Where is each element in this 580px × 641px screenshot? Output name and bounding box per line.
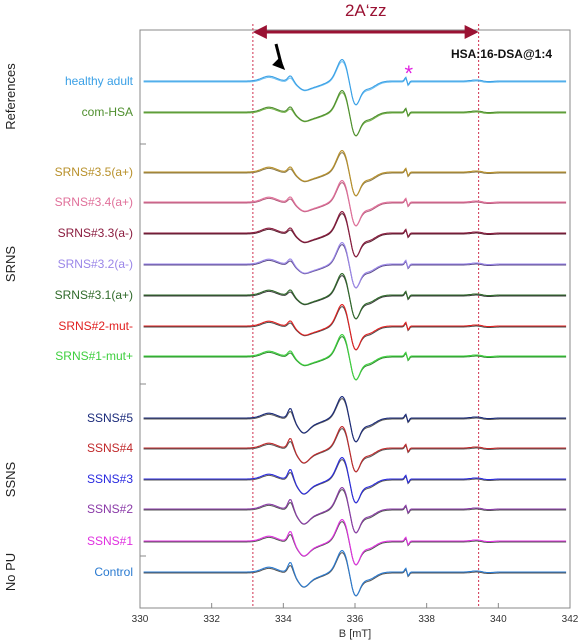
- group-label-srns: SRNS: [3, 246, 18, 282]
- trace-srns-3-4-a-reference: [143, 182, 567, 227]
- trace-srns-3-1-a: [143, 273, 567, 320]
- series-label-srns-3-4-a: SRNS#3.4(a+): [55, 195, 133, 209]
- x-axis-ticks: 330 332 334 336 338 340 342: [132, 603, 579, 625]
- trace-srns-2-mut: [143, 304, 567, 351]
- series-label-ssns-3: SSNS#3: [87, 472, 133, 486]
- trace-control-reference: [143, 552, 567, 597]
- series-label-ssns-2: SSNS#2: [87, 502, 133, 516]
- group-label-no-pu: No PU: [3, 553, 18, 591]
- series-label-com-hsa: com-HSA: [82, 105, 133, 119]
- x-tick-label: 336: [347, 614, 364, 625]
- trace-ssns-3-reference: [143, 459, 567, 504]
- trace-srns-3-1-a-reference: [143, 275, 567, 320]
- series-labels: healthy adult com-HSA SRNS#3.5(a+) SRNS#3.4…: [55, 74, 134, 579]
- trace-srns-3-5-a-reference: [143, 152, 567, 197]
- sample-title: HSA:16-DSA@1:4: [451, 47, 552, 61]
- asterisk-mark: *: [404, 61, 413, 86]
- field-markers: [252, 24, 480, 608]
- series-label-ssns-5: SSNS#5: [87, 411, 133, 425]
- arrow-head-left: [252, 25, 267, 39]
- trace-srns-3-3-a-reference: [143, 213, 567, 258]
- trace-com-hsa: [143, 90, 567, 137]
- trace-srns-3-4-a: [143, 180, 567, 227]
- trace-healthy-adult-reference: [143, 61, 567, 106]
- trace-control: [143, 550, 567, 597]
- hyperfine-annotation: 2A‘zz: [252, 1, 479, 39]
- trace-ssns-5-reference: [143, 398, 567, 443]
- series-label-srns-1-mut: SRNS#1-mut+: [55, 349, 133, 363]
- x-tick-label: 334: [275, 614, 292, 625]
- trace-ssns-1: [143, 519, 567, 566]
- series-label-ssns-1: SSNS#1: [87, 534, 133, 548]
- trace-ssns-2: [143, 487, 567, 534]
- trace-srns-3-2-a: [143, 242, 567, 289]
- group-label-references: References: [3, 63, 18, 130]
- trace-ssns-4-reference: [143, 428, 567, 473]
- trace-srns-1-mut: [143, 334, 567, 381]
- group-label-ssns: SSNS: [3, 461, 18, 497]
- trace-ssns-2-reference: [143, 489, 567, 534]
- trace-ssns-1-reference: [143, 521, 567, 566]
- trace-srns-2-mut-reference: [143, 306, 567, 351]
- trace-srns-3-5-a: [143, 150, 567, 197]
- trace-srns-1-mut-reference: [143, 336, 567, 381]
- group-labels: References SRNS SSNS No PU: [3, 63, 18, 591]
- arrow-head-right: [464, 25, 479, 39]
- series-label-control: Control: [94, 565, 133, 579]
- trace-healthy-adult: [143, 59, 567, 106]
- series-label-srns-3-1-a: SRNS#3.1(a+): [55, 288, 133, 302]
- series-label-srns-3-5-a: SRNS#3.5(a+): [55, 165, 133, 179]
- series-label-srns-3-3-a: SRNS#3.3(a-): [58, 226, 133, 240]
- trace-com-hsa-reference: [143, 92, 567, 137]
- spectra-traces: [143, 59, 567, 597]
- x-tick-label: 330: [132, 614, 149, 625]
- x-axis-label: B [mT]: [339, 628, 371, 640]
- series-label-ssns-4: SSNS#4: [87, 441, 133, 455]
- trace-ssns-5: [143, 396, 567, 443]
- azz-label: 2A‘zz: [345, 1, 387, 20]
- series-label-srns-2-mut: SRNS#2-mut-: [58, 319, 133, 333]
- pointer-arrow: [272, 43, 286, 70]
- trace-ssns-4: [143, 426, 567, 473]
- x-tick-label: 342: [562, 614, 579, 625]
- x-tick-label: 340: [490, 614, 507, 625]
- trace-srns-3-3-a: [143, 211, 567, 258]
- series-label-srns-3-2-a: SRNS#3.2(a-): [58, 257, 133, 271]
- x-tick-label: 332: [203, 614, 220, 625]
- series-label-healthy-adult: healthy adult: [65, 74, 134, 88]
- trace-srns-3-2-a-reference: [143, 244, 567, 289]
- trace-ssns-3: [143, 457, 567, 504]
- x-tick-label: 338: [418, 614, 435, 625]
